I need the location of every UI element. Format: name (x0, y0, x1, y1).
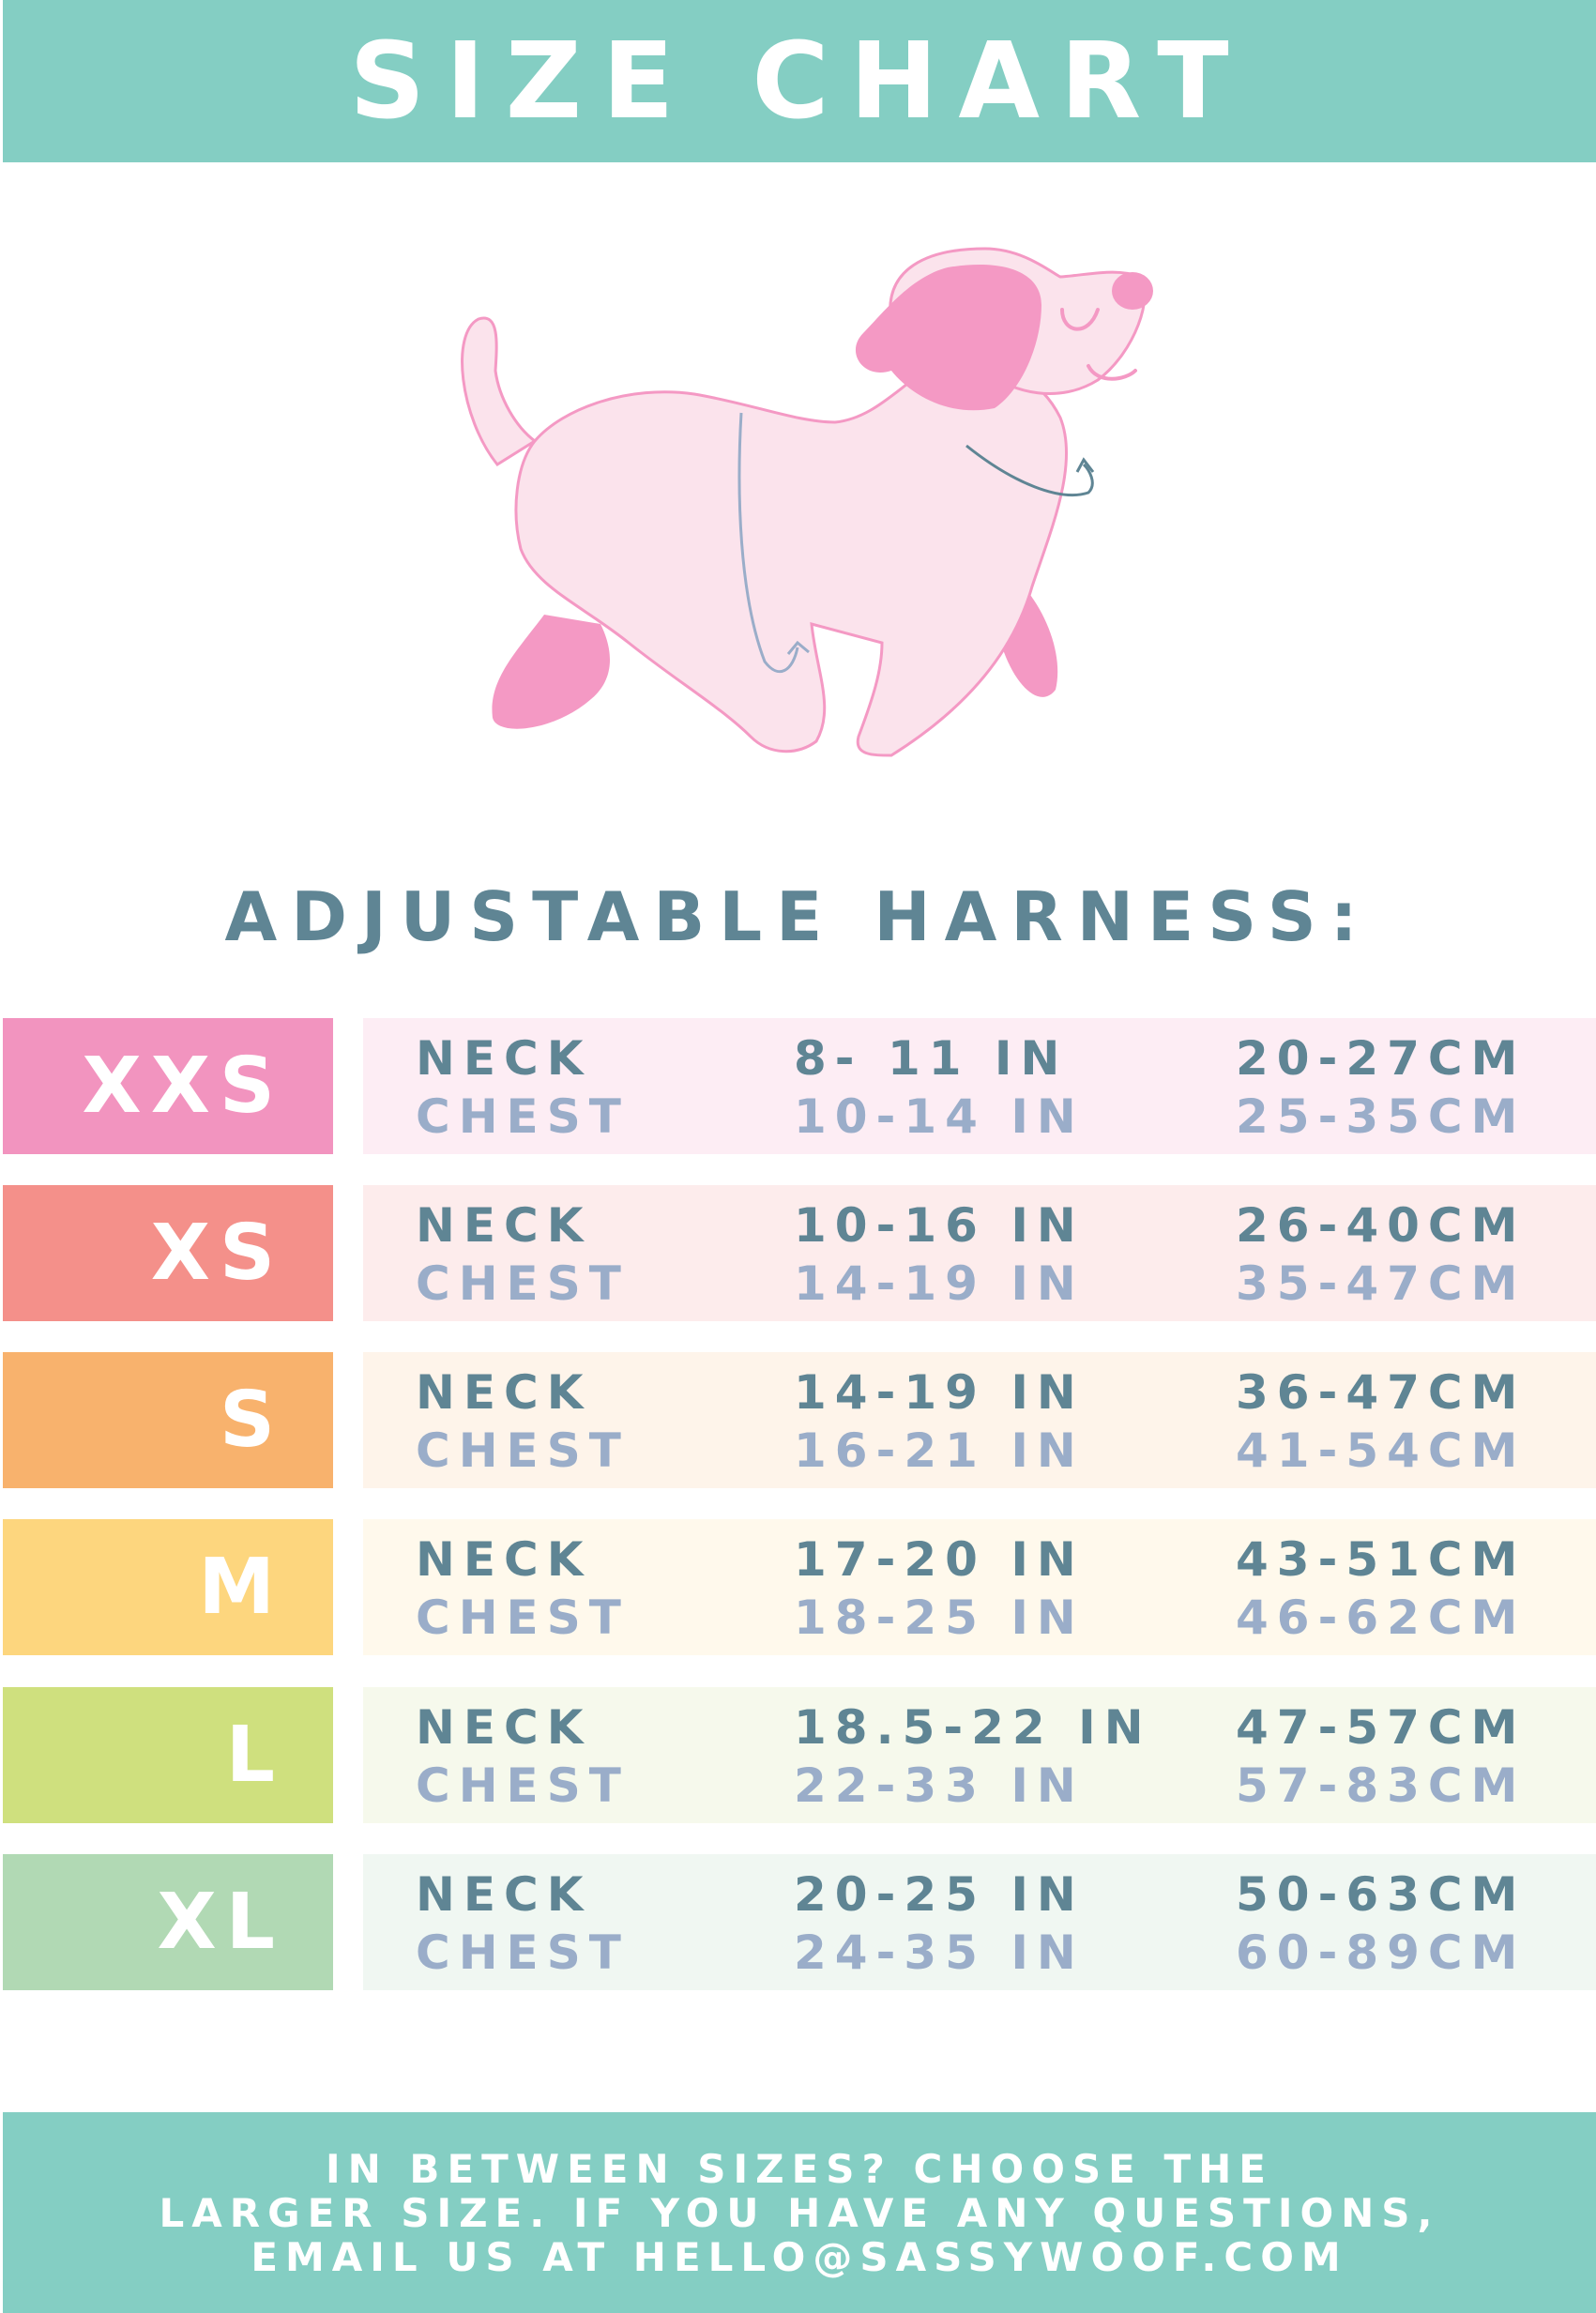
neck-cm: 47-57CM (1236, 1700, 1527, 1755)
size-row: XS NECK 10-16 IN 26-40CM CHEST 14-19 IN … (0, 1185, 1596, 1321)
neck-label: NECK (416, 1532, 592, 1587)
size-row: L NECK 18.5-22 IN 47-57CM CHEST 22-33 IN… (0, 1687, 1596, 1823)
dog-nose (1112, 272, 1153, 310)
size-label: XS (3, 1185, 333, 1321)
chest-cm: 57-83CM (1236, 1758, 1527, 1813)
neck-cm: 43-51CM (1236, 1532, 1527, 1587)
measurements-panel: NECK 8- 11 IN 20-27CM CHEST 10-14 IN 25-… (363, 1018, 1596, 1154)
chest-inches: 18-25 IN (794, 1590, 1085, 1645)
dog-body (514, 358, 1069, 757)
chest-label: CHEST (416, 1423, 630, 1478)
measurements-panel: NECK 17-20 IN 43-51CM CHEST 18-25 IN 46-… (363, 1519, 1596, 1655)
chest-label: CHEST (416, 1256, 630, 1311)
neck-label: NECK (416, 1365, 592, 1420)
size-row: S NECK 14-19 IN 36-47CM CHEST 16-21 IN 4… (0, 1352, 1596, 1488)
neck-inches: 20-25 IN (794, 1867, 1085, 1922)
chest-label: CHEST (416, 1089, 630, 1144)
dog-smile (1087, 364, 1137, 381)
neck-inches: 8- 11 IN (794, 1031, 1069, 1086)
measurements-panel: NECK 18.5-22 IN 47-57CM CHEST 22-33 IN 5… (363, 1687, 1596, 1823)
neck-cm: 36-47CM (1236, 1365, 1527, 1420)
neck-label: NECK (416, 1031, 592, 1086)
measurements-panel: NECK 10-16 IN 26-40CM CHEST 14-19 IN 35-… (363, 1185, 1596, 1321)
footer-line: EMAIL US AT HELLO@SASSYWOOF.COM (251, 2233, 1348, 2280)
size-label: S (3, 1352, 333, 1488)
size-row: XL NECK 20-25 IN 50-63CM CHEST 24-35 IN … (0, 1854, 1596, 1990)
chest-label: CHEST (416, 1590, 630, 1645)
size-label: M (3, 1519, 333, 1655)
footer-line: LARGER SIZE. IF YOU HAVE ANY QUESTIONS, (159, 2189, 1440, 2236)
neck-label: NECK (416, 1700, 592, 1755)
header-banner: SIZE CHART (3, 0, 1596, 162)
section-heading: ADJUSTABLE HARNESS: (224, 877, 1372, 956)
page-title: SIZE CHART (349, 20, 1250, 143)
size-label: XL (3, 1854, 333, 1990)
neck-inches: 18.5-22 IN (794, 1700, 1152, 1755)
footer-banner: IN BETWEEN SIZES? CHOOSE THE LARGER SIZE… (3, 2112, 1596, 2313)
neck-cm: 26-40CM (1236, 1198, 1527, 1253)
dog-illustration (461, 247, 1153, 757)
chest-inches: 14-19 IN (794, 1256, 1085, 1311)
neck-cm: 20-27CM (1236, 1031, 1527, 1086)
neck-measure-line-icon (965, 444, 1094, 497)
chest-cm: 41-54CM (1236, 1423, 1527, 1478)
size-row: M NECK 17-20 IN 43-51CM CHEST 18-25 IN 4… (0, 1519, 1596, 1655)
size-row: XXS NECK 8- 11 IN 20-27CM CHEST 10-14 IN… (0, 1018, 1596, 1154)
chest-cm: 60-89CM (1236, 1925, 1527, 1980)
chest-label: CHEST (416, 1758, 630, 1813)
chest-inches: 16-21 IN (794, 1423, 1085, 1478)
chest-cm: 46-62CM (1236, 1590, 1527, 1645)
chest-label: CHEST (416, 1925, 630, 1980)
chest-inches: 22-33 IN (794, 1758, 1085, 1813)
neck-cm: 50-63CM (1236, 1867, 1527, 1922)
chest-cm: 35-47CM (1236, 1256, 1527, 1311)
chest-cm: 25-35CM (1236, 1089, 1527, 1144)
dog-back-leg (492, 615, 610, 729)
dog-tail (461, 316, 538, 466)
size-label: L (3, 1687, 333, 1823)
neck-inches: 10-16 IN (794, 1198, 1085, 1253)
measurements-panel: NECK 20-25 IN 50-63CM CHEST 24-35 IN 60-… (363, 1854, 1596, 1990)
chest-measure-line-icon (737, 412, 799, 674)
footer-line: IN BETWEEN SIZES? CHOOSE THE (326, 2145, 1273, 2192)
neck-inches: 17-20 IN (794, 1532, 1085, 1587)
neck-label: NECK (416, 1198, 592, 1253)
dog-ear (855, 264, 1041, 411)
neck-inches: 14-19 IN (794, 1365, 1085, 1420)
measurements-panel: NECK 14-19 IN 36-47CM CHEST 16-21 IN 41-… (363, 1352, 1596, 1488)
dog-eye (1060, 308, 1100, 331)
chest-inches: 10-14 IN (794, 1089, 1085, 1144)
size-label: XXS (3, 1018, 333, 1154)
chest-inches: 24-35 IN (794, 1925, 1085, 1980)
neck-label: NECK (416, 1867, 592, 1922)
